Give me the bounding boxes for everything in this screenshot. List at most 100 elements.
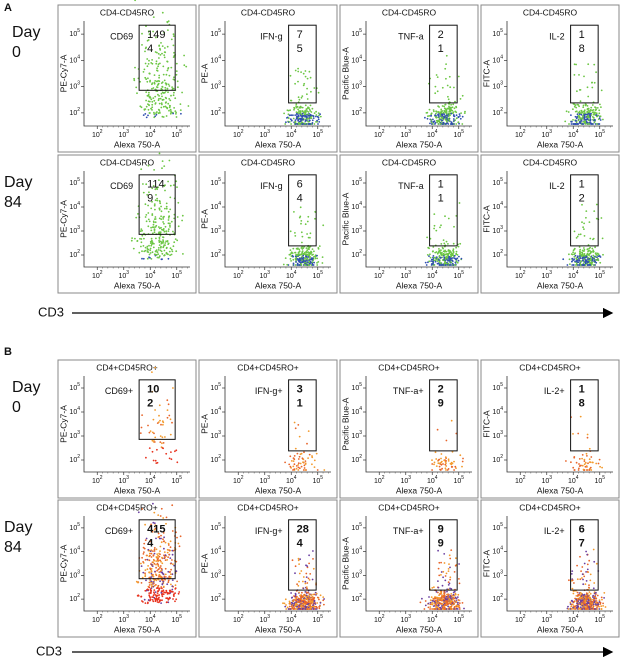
- event-dot: [301, 95, 304, 97]
- event-dot: [150, 556, 153, 558]
- event-dot: [164, 225, 167, 228]
- event-dot: [592, 587, 595, 590]
- event-dot: [455, 114, 458, 117]
- event-dot: [154, 80, 157, 82]
- event-dot: [159, 97, 162, 100]
- event-dot: [440, 111, 443, 113]
- event-dot: [446, 120, 448, 123]
- x-tick-label: 105: [312, 475, 323, 485]
- event-dot: [150, 244, 153, 247]
- event-dot: [295, 601, 298, 603]
- event-dot: [154, 600, 157, 603]
- event-dot: [578, 594, 581, 596]
- event-dot: [579, 122, 582, 125]
- event-dot: [579, 597, 582, 600]
- event-dot: [571, 257, 574, 260]
- tick-exponent: 4: [153, 475, 156, 481]
- event-dot: [449, 114, 451, 117]
- event-dot: [595, 123, 598, 125]
- event-dot: [309, 262, 311, 265]
- event-dot: [597, 603, 599, 605]
- event-dot: [453, 254, 456, 257]
- event-dot: [445, 595, 448, 598]
- tick-exponent: 3: [408, 270, 411, 276]
- event-dot: [161, 599, 163, 602]
- event-dot: [156, 199, 159, 202]
- event-dot: [151, 232, 154, 235]
- plot-frame: [339, 499, 479, 638]
- event-dot: [166, 409, 169, 411]
- event-count: 9: [438, 538, 444, 550]
- event-dot: [145, 99, 148, 102]
- event-dot: [312, 598, 315, 601]
- event-dot: [581, 264, 584, 266]
- tick-exponent: 5: [359, 382, 362, 388]
- event-dot: [303, 451, 305, 454]
- event-dot: [312, 593, 314, 596]
- event-dot: [150, 49, 153, 51]
- tick-exponent: 3: [267, 270, 270, 276]
- event-dot: [152, 575, 155, 578]
- y-axis-label: FITC-A: [481, 549, 491, 577]
- event-dot: [289, 258, 292, 260]
- event-dot: [166, 45, 169, 48]
- event-dot: [584, 120, 586, 122]
- event-dot: [178, 591, 181, 593]
- event-dot: [298, 264, 301, 266]
- y-tick-label: 105: [210, 177, 221, 187]
- gate-label: IL-2: [549, 181, 565, 191]
- tick-exponent: 3: [359, 81, 362, 87]
- plot-frame: [339, 359, 479, 499]
- event-dot: [160, 242, 163, 245]
- event-dot: [446, 115, 449, 117]
- event-dot: [162, 579, 164, 582]
- event-dot: [448, 608, 451, 610]
- tick-base: 10: [351, 83, 359, 90]
- event-dot: [589, 256, 592, 258]
- event-dot: [292, 114, 294, 117]
- event-dot: [313, 255, 315, 258]
- event-dot: [592, 461, 594, 464]
- event-dot: [578, 256, 581, 259]
- x-tick-label: 104: [568, 475, 579, 485]
- event-dot: [282, 263, 285, 266]
- x-axis-label: Alexa 750-A: [255, 280, 302, 290]
- event-dot: [176, 580, 179, 583]
- event-dot: [581, 566, 584, 568]
- event-dot: [316, 257, 319, 260]
- event-dot: [438, 117, 441, 120]
- tick-base: 10: [118, 478, 126, 485]
- event-dot: [185, 65, 188, 68]
- event-dot: [156, 256, 159, 259]
- event-dot: [306, 251, 308, 254]
- event-dot: [144, 203, 147, 206]
- event-dot: [595, 597, 597, 600]
- event-dot: [168, 549, 171, 551]
- event-dot: [599, 115, 602, 118]
- event-dot: [157, 247, 160, 249]
- event-dot: [583, 235, 586, 237]
- event-dot: [150, 572, 153, 575]
- event-dot: [441, 251, 443, 254]
- tick-base: 10: [351, 548, 359, 555]
- tick-base: 10: [69, 83, 77, 90]
- event-dot: [291, 559, 294, 562]
- event-dot: [162, 532, 165, 534]
- event-dot: [168, 553, 171, 556]
- y-axis-label: PE-A: [199, 63, 209, 83]
- y-tick-label: 102: [210, 249, 221, 259]
- event-dot: [438, 465, 441, 468]
- event-dot: [432, 605, 435, 607]
- event-dot: [590, 106, 593, 109]
- event-dot: [440, 453, 443, 455]
- event-dot: [300, 253, 302, 256]
- event-dot: [304, 582, 307, 585]
- event-dot: [459, 117, 462, 120]
- event-dot: [299, 594, 302, 597]
- event-dot: [586, 111, 589, 114]
- event-dot: [158, 244, 161, 247]
- gate: [138, 174, 176, 235]
- event-dot: [593, 257, 595, 260]
- event-dot: [288, 253, 291, 256]
- event-dot: [594, 260, 597, 263]
